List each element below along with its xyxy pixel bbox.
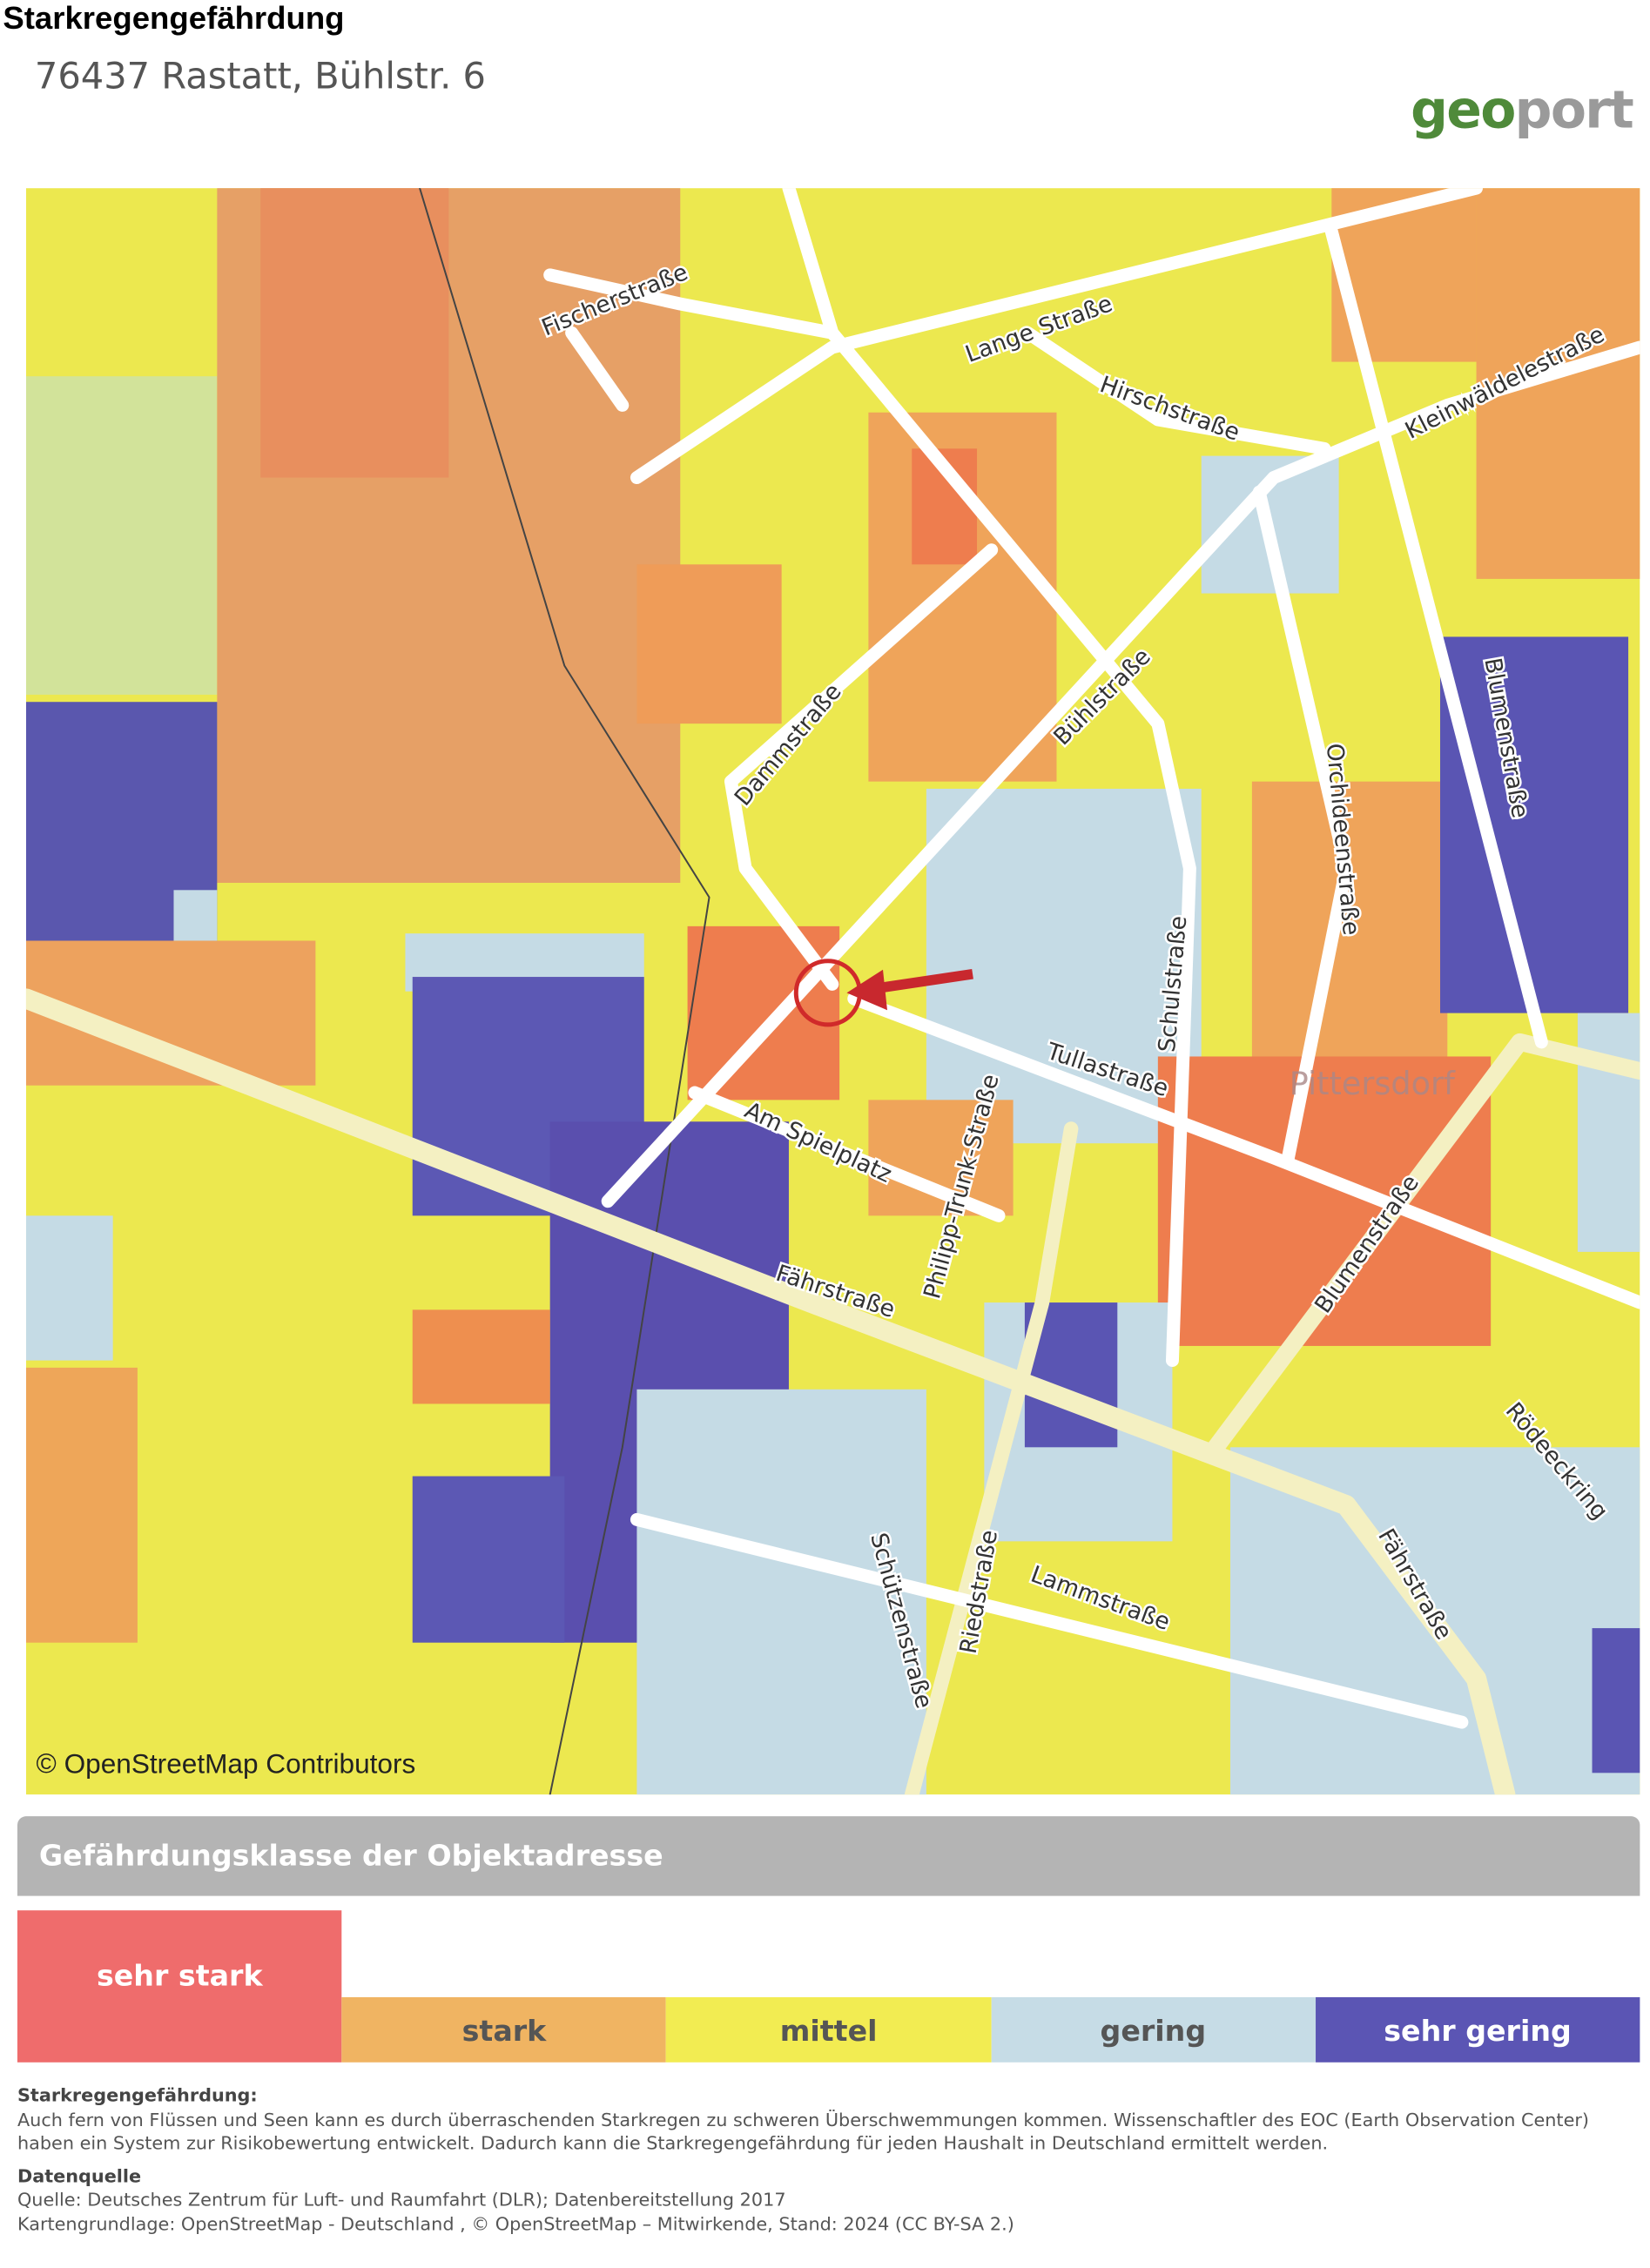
hazard-class: mittel bbox=[666, 1996, 991, 2063]
source-line: Quelle: Deutsches Zentrum für Luft- und … bbox=[17, 2188, 786, 2211]
roads bbox=[25, 188, 1640, 1795]
logo: geoport bbox=[1411, 81, 1634, 141]
location-arrow bbox=[846, 968, 973, 1011]
hazard-class: stark bbox=[341, 1996, 667, 2063]
logo-part: port bbox=[1514, 81, 1634, 141]
info: Starkregengefährdung: Auch fern von Flüs… bbox=[17, 2084, 1624, 2237]
place-label: Pittersdorf bbox=[1290, 1065, 1456, 1102]
source-line: Kartengrundlage: OpenStreetMap - Deutsch… bbox=[17, 2211, 1014, 2234]
info-heading: Starkregengefährdung: bbox=[17, 2083, 258, 2106]
hazard-class: sehr stark bbox=[17, 1910, 342, 2063]
map: Pittersdorf Fischerstraße Lange StraßeHir… bbox=[25, 188, 1640, 1795]
page-title: Starkregengefährdung bbox=[3, 0, 345, 37]
address: 76437 Rastatt, Bühlstr. 6 bbox=[34, 55, 486, 98]
legend-bar bbox=[17, 1816, 1640, 1896]
legend-title: Gefährdungsklasse der Objektadresse bbox=[38, 1838, 663, 1874]
hazard-class: gering bbox=[991, 1996, 1316, 2063]
hazard-class: sehr gering bbox=[1315, 1996, 1640, 2063]
attribution: © OpenStreetMap Contributors bbox=[37, 1747, 416, 1779]
info-text: Auch fern von Flüssen und Seen kann es d… bbox=[17, 2108, 1590, 2154]
source-heading: Datenquelle bbox=[17, 2164, 142, 2186]
logo-part: geo bbox=[1411, 81, 1516, 141]
